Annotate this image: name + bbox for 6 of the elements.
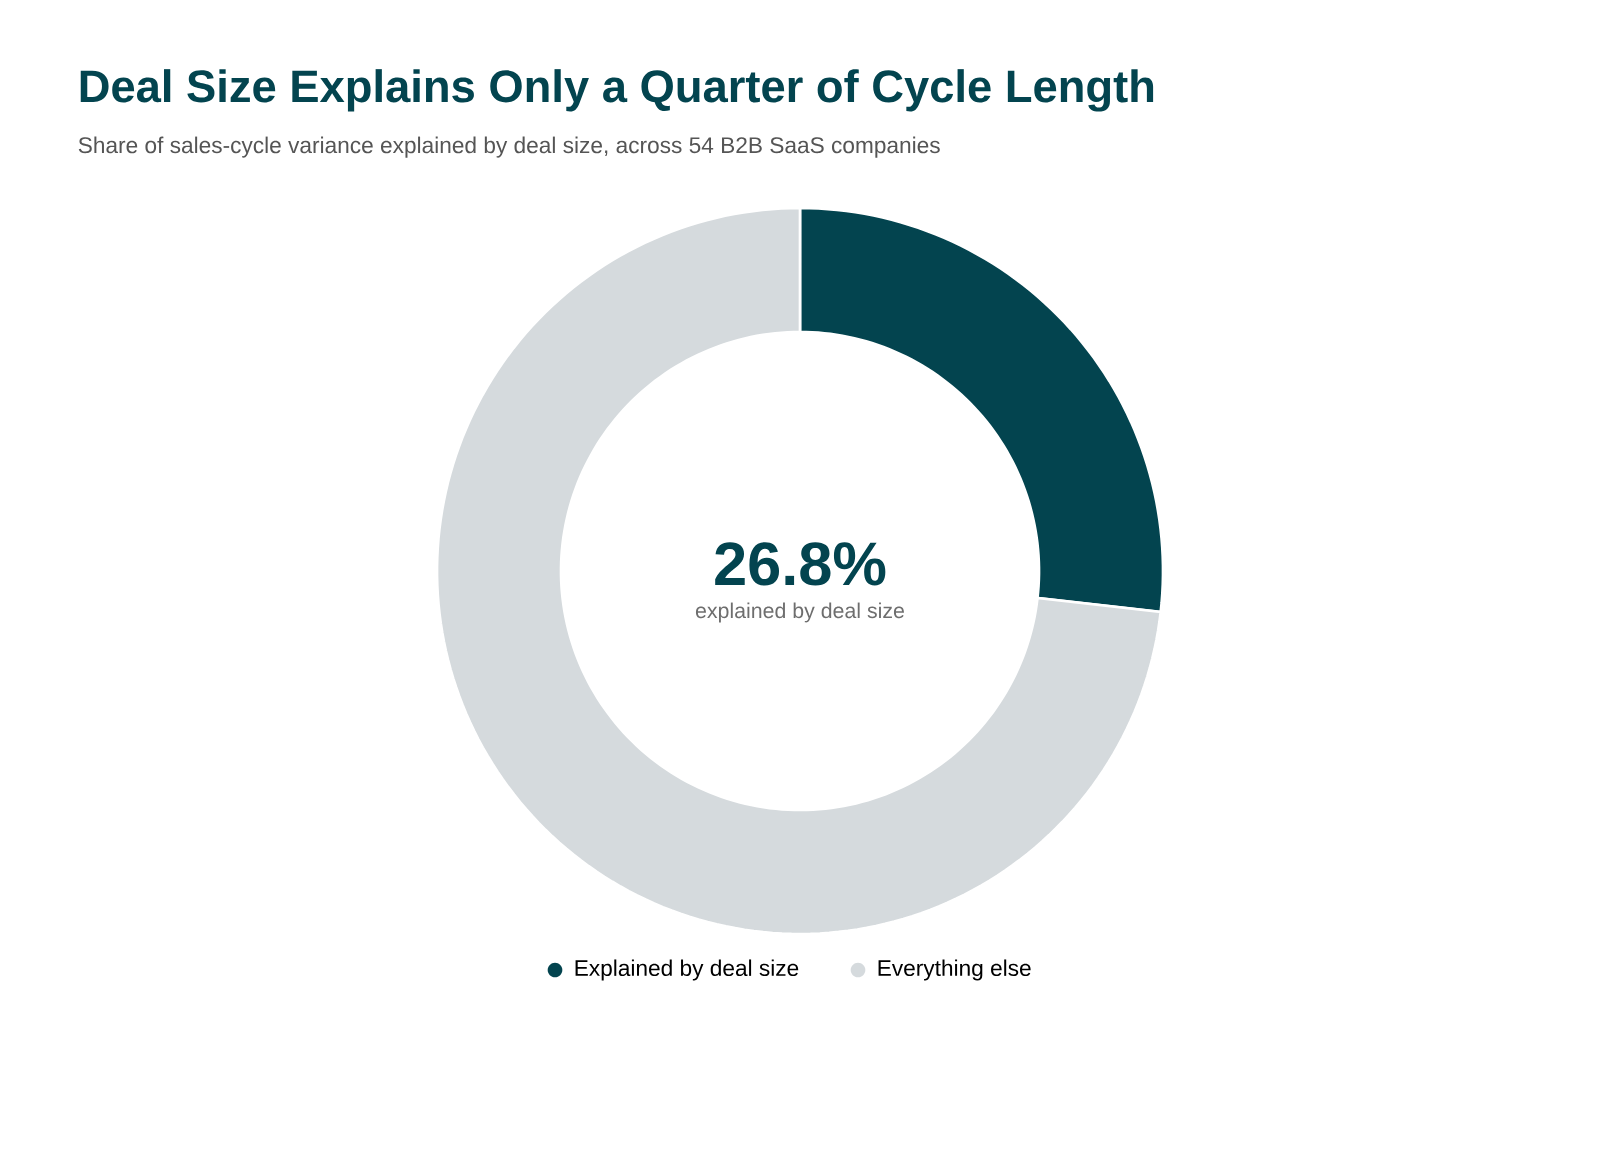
- legend-label: Explained by deal size: [575, 959, 799, 981]
- legend-label: Everything else: [878, 959, 1031, 981]
- chart-subtitle: Share of sales-cycle variance explained by deal size, across 54 B2B SaaS companies: [78, 136, 940, 158]
- text: 26.8%: [715, 542, 886, 586]
- chart-title: Deal Size Explains Only a Quarter of Cycle Length: [80, 69, 1154, 112]
- text: explained by deal size: [695, 602, 904, 623]
